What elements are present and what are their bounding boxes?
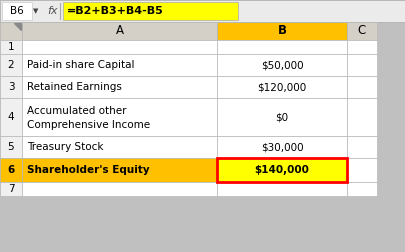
- Bar: [0, 76, 22, 98]
- Bar: [347, 76, 377, 98]
- Bar: [217, 40, 347, 54]
- Text: B: B: [277, 24, 286, 38]
- Bar: [347, 54, 377, 76]
- Bar: [347, 136, 377, 158]
- Text: Shareholder's Equity: Shareholder's Equity: [27, 165, 149, 175]
- Polygon shape: [14, 23, 21, 30]
- Bar: [22, 98, 217, 136]
- Text: Retained Earnings: Retained Earnings: [27, 82, 122, 92]
- Bar: [217, 76, 347, 98]
- Bar: [22, 54, 217, 76]
- Bar: [22, 158, 217, 182]
- Bar: [2, 2, 32, 20]
- Bar: [217, 182, 347, 196]
- Bar: [0, 54, 22, 76]
- Bar: [217, 158, 347, 182]
- Text: Accumulated other: Accumulated other: [27, 106, 126, 115]
- Bar: [0, 0, 405, 22]
- Bar: [347, 40, 377, 54]
- Bar: [22, 40, 217, 54]
- Bar: [63, 2, 238, 20]
- Text: 1: 1: [8, 42, 14, 52]
- Text: $30,000: $30,000: [261, 142, 303, 152]
- Bar: [347, 158, 377, 182]
- Text: Paid-in share Capital: Paid-in share Capital: [27, 60, 134, 70]
- Bar: [22, 136, 217, 158]
- Bar: [217, 54, 347, 76]
- Text: $140,000: $140,000: [255, 165, 309, 175]
- Text: 7: 7: [8, 184, 14, 194]
- Text: A: A: [115, 24, 124, 38]
- Bar: [347, 182, 377, 196]
- Bar: [22, 76, 217, 98]
- Bar: [0, 182, 22, 196]
- Text: 6: 6: [7, 165, 15, 175]
- Text: 5: 5: [8, 142, 14, 152]
- Text: $50,000: $50,000: [261, 60, 303, 70]
- Bar: [22, 22, 217, 40]
- Text: =B2+B3+B4-B5: =B2+B3+B4-B5: [67, 6, 164, 16]
- Bar: [0, 158, 22, 182]
- Text: ▼: ▼: [33, 8, 39, 14]
- Bar: [217, 158, 347, 182]
- Bar: [217, 22, 347, 40]
- Text: fx: fx: [47, 6, 57, 16]
- Text: Comprehensive Income: Comprehensive Income: [27, 120, 150, 130]
- Bar: [347, 22, 377, 40]
- Bar: [22, 182, 217, 196]
- Text: 3: 3: [8, 82, 14, 92]
- Bar: [217, 136, 347, 158]
- Text: $0: $0: [275, 112, 288, 122]
- Text: C: C: [358, 24, 366, 38]
- Text: B6: B6: [10, 6, 24, 16]
- Bar: [0, 40, 22, 54]
- Text: $120,000: $120,000: [257, 82, 307, 92]
- Text: 2: 2: [8, 60, 14, 70]
- Bar: [217, 98, 347, 136]
- Bar: [0, 136, 22, 158]
- Bar: [0, 22, 22, 40]
- Text: Treasury Stock: Treasury Stock: [27, 142, 104, 152]
- Bar: [0, 98, 22, 136]
- Bar: [347, 98, 377, 136]
- Text: 4: 4: [8, 112, 14, 122]
